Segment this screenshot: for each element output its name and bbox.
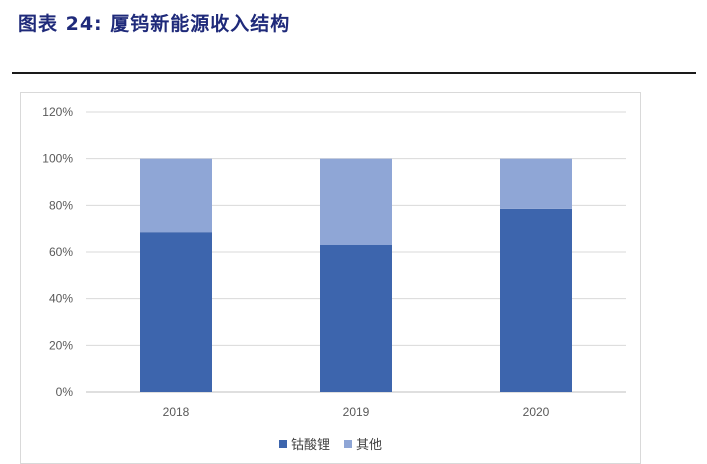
title-divider [12, 72, 696, 74]
x-axis-ticks: 2018 2019 2020 [163, 405, 550, 419]
legend-label: 钴酸锂 [291, 438, 330, 453]
x-tick-label: 2020 [523, 405, 550, 419]
bar-segment [320, 245, 392, 392]
y-tick-label: 0% [56, 385, 74, 399]
y-tick-label: 60% [49, 245, 73, 259]
figure-title: 图表 24: 厦钨新能源收入结构 [18, 13, 291, 35]
y-tick-label: 100% [42, 152, 73, 166]
y-tick-label: 120% [42, 105, 73, 119]
bar-segment [140, 158, 212, 233]
legend-swatch [344, 440, 352, 448]
legend: 钴酸锂 其他 [279, 438, 382, 453]
y-tick-label: 40% [49, 292, 73, 306]
x-tick-label: 2019 [343, 405, 370, 419]
bar-segment [140, 232, 212, 392]
y-tick-label: 20% [49, 338, 73, 352]
legend-label: 其他 [356, 438, 382, 453]
bar-segment [500, 208, 572, 392]
y-axis-ticks: 0% 20% 40% 60% 80% 100% 120% [42, 105, 73, 399]
x-tick-label: 2018 [163, 405, 190, 419]
y-tick-label: 80% [49, 198, 73, 212]
legend-swatch [279, 440, 287, 448]
bar-segment [320, 158, 392, 245]
bars [140, 158, 572, 392]
bar-segment [500, 158, 572, 209]
